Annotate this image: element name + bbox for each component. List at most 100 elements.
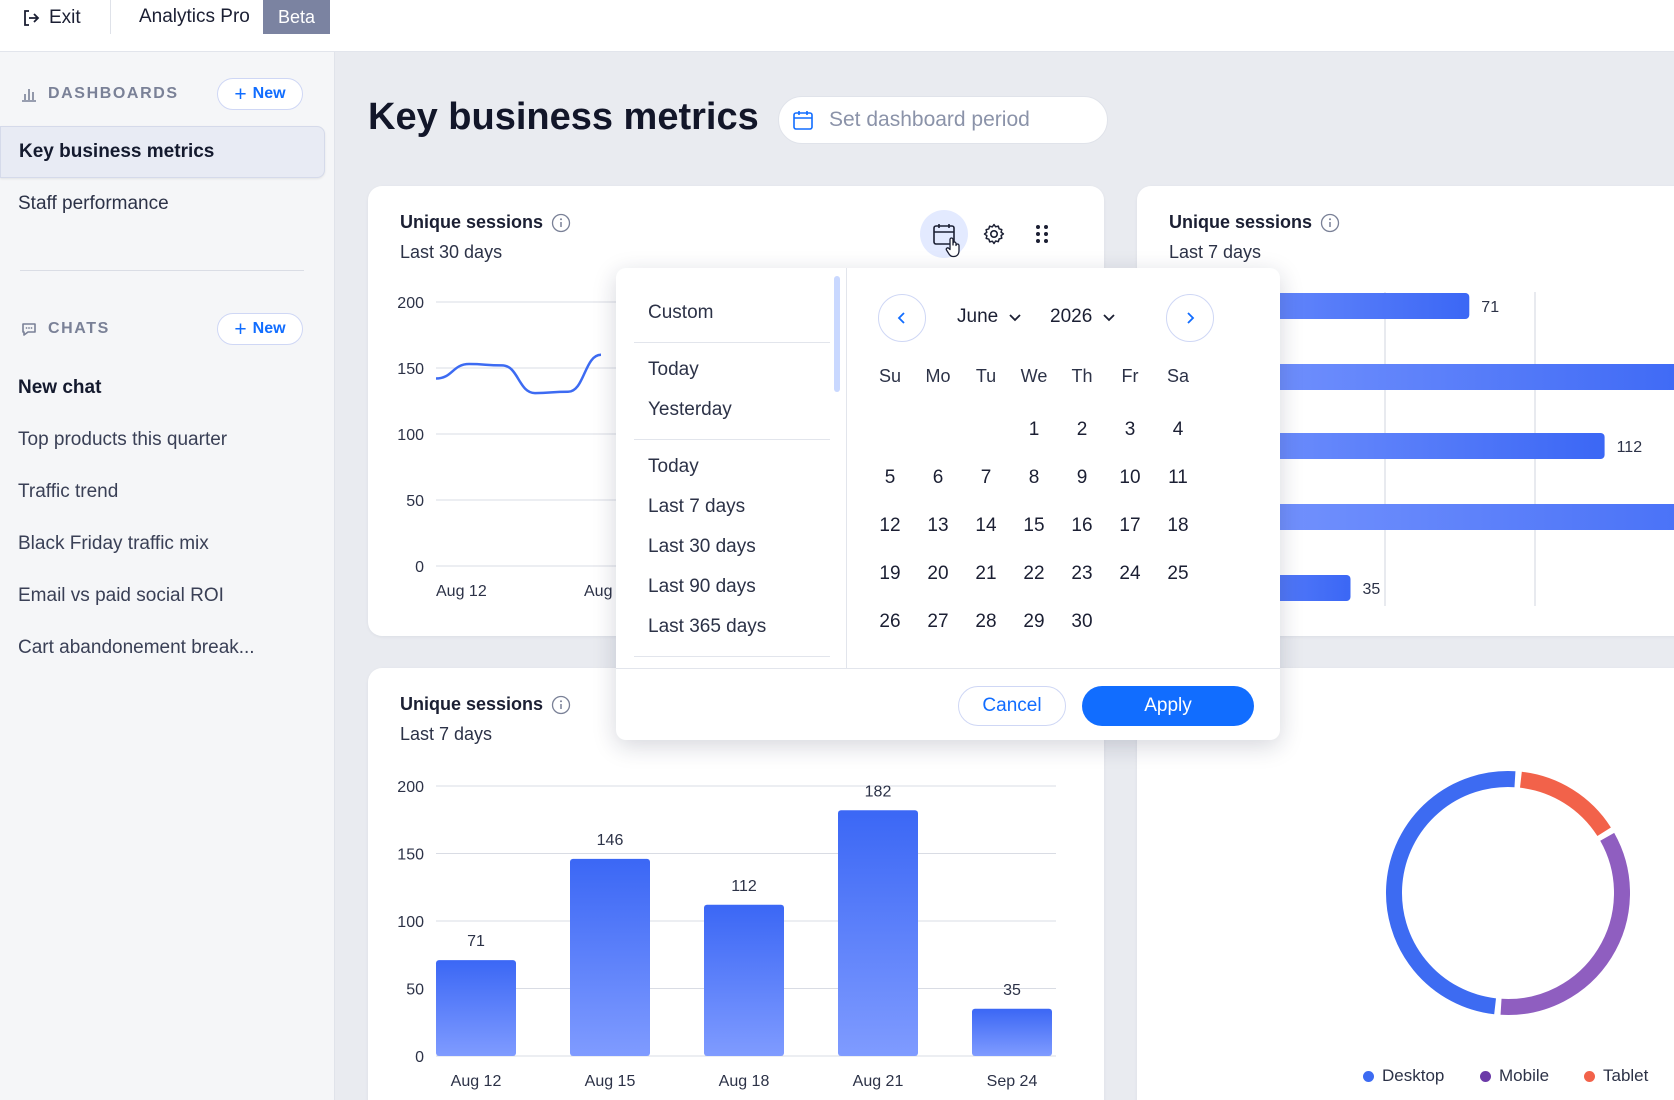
bar-value-label: 71	[467, 933, 485, 950]
calendar-day[interactable]: 14	[975, 515, 997, 536]
chat-item[interactable]: New chat	[18, 377, 102, 398]
y-tick-label: 200	[397, 779, 424, 796]
page-title: Key business metrics	[368, 96, 759, 138]
legend-item-desktop: Desktop	[1363, 1066, 1444, 1086]
calendar-day[interactable]: 2	[1076, 419, 1088, 440]
bar-value-label: 35	[1363, 581, 1381, 598]
chat-item[interactable]: Email vs paid social ROI	[18, 585, 224, 606]
calendar-day[interactable]: 21	[975, 563, 997, 584]
year-select[interactable]: 2026	[1050, 306, 1116, 328]
card-title-label: Unique sessions	[400, 694, 544, 714]
calendar-day[interactable]: 16	[1071, 515, 1093, 536]
card-title: Unique sessions	[400, 212, 571, 233]
y-tick-label: 0	[415, 559, 424, 576]
calendar-day[interactable]: 30	[1071, 611, 1093, 632]
calendar-day[interactable]: 3	[1124, 419, 1136, 440]
calendar-day[interactable]: 29	[1023, 611, 1045, 632]
calendar-day[interactable]: 9	[1076, 467, 1088, 488]
cancel-button[interactable]: Cancel	[958, 686, 1066, 726]
legend-item-mobile: Mobile	[1480, 1066, 1549, 1086]
hand-cursor-icon	[945, 237, 960, 258]
calendar-day[interactable]: 17	[1119, 515, 1141, 536]
calendar-day[interactable]: 26	[879, 611, 901, 632]
weekday-label: Sa	[1166, 366, 1190, 386]
preset-today[interactable]: Today	[648, 359, 699, 380]
preset-custom[interactable]: Custom	[648, 302, 714, 323]
line-series	[435, 353, 602, 395]
settings-button[interactable]	[970, 210, 1018, 258]
calendar-day[interactable]: 25	[1167, 563, 1189, 584]
calendar-day[interactable]: 23	[1071, 563, 1093, 584]
x-tick-label: Aug	[584, 583, 612, 600]
preset-divider	[634, 656, 830, 657]
calendar-day[interactable]: 1	[1028, 419, 1040, 440]
next-month-button[interactable]	[1166, 294, 1214, 342]
x-tick-label: Aug 12	[436, 583, 487, 600]
new-dashboard-label: New	[252, 85, 286, 102]
sidebar-item-key-business-metrics[interactable]: Key business metrics	[0, 126, 325, 178]
preset-last-30-days[interactable]: Last 30 days	[648, 536, 756, 557]
calendar-day[interactable]: 11	[1168, 467, 1188, 488]
preset-today[interactable]: Today	[648, 456, 699, 477]
chat-item[interactable]: Traffic trend	[18, 481, 119, 502]
calendar-day[interactable]: 10	[1119, 467, 1141, 488]
top-bar: Exit Analytics Pro Beta	[0, 0, 1674, 52]
calendar-day[interactable]: 4	[1172, 419, 1184, 440]
weekday-label: Th	[1071, 366, 1093, 386]
info-icon[interactable]	[1320, 213, 1340, 233]
bar-value-label: 71	[1481, 299, 1499, 316]
dashboards-heading-label: DASHBOARDS	[48, 85, 179, 102]
card-title-label: Unique sessions	[400, 212, 544, 232]
sidebar-item-staff-performance[interactable]: Staff performance	[18, 193, 169, 214]
chats-heading: CHATS	[20, 314, 110, 344]
apply-button[interactable]: Apply	[1082, 686, 1254, 726]
weekday-label: We	[1020, 366, 1048, 386]
info-icon[interactable]	[551, 213, 571, 233]
plus-icon: +	[234, 317, 247, 341]
x-tick-label: Aug 18	[719, 1073, 770, 1090]
legend-label: Mobile	[1499, 1066, 1550, 1085]
preset-last-90-days[interactable]: Last 90 days	[648, 576, 756, 597]
calendar-day[interactable]: 18	[1167, 515, 1189, 536]
month-select[interactable]: June	[957, 306, 1022, 328]
calendar-day[interactable]: 19	[879, 563, 901, 584]
legend-dot	[1584, 1070, 1595, 1082]
bar-chart-icon	[22, 89, 36, 102]
calendar-icon	[933, 224, 955, 245]
calendar-day[interactable]: 8	[1028, 467, 1040, 488]
y-tick-label: 150	[397, 847, 424, 864]
preset-last-7-days[interactable]: Last 7 days	[648, 496, 746, 517]
card-subtitle: Last 30 days	[400, 242, 503, 262]
calendar-day[interactable]: 20	[927, 563, 949, 584]
calendar-day[interactable]: 7	[980, 467, 992, 488]
dashboard-period-input[interactable]: Set dashboard period	[778, 96, 1108, 144]
donut-slice	[1500, 832, 1630, 1015]
calendar-day[interactable]: 28	[975, 611, 997, 632]
chat-item[interactable]: Cart abandonement break...	[18, 637, 255, 658]
new-chat-button[interactable]: + New	[217, 313, 303, 345]
legend-label: Desktop	[1382, 1066, 1445, 1085]
calendar-day[interactable]: 27	[927, 611, 949, 632]
bar-value-label: 146	[597, 832, 624, 849]
x-tick-label: Aug 15	[585, 1073, 636, 1090]
calendar-day[interactable]: 6	[932, 467, 944, 488]
more-options-button[interactable]	[1018, 210, 1066, 258]
calendar-day[interactable]: 12	[879, 515, 901, 536]
info-icon[interactable]	[551, 695, 571, 715]
new-dashboard-button[interactable]: + New	[217, 78, 303, 110]
chat-item[interactable]: Black Friday traffic mix	[18, 533, 209, 554]
calendar-day[interactable]: 13	[927, 515, 949, 536]
preset-yesterday[interactable]: Yesterday	[648, 399, 732, 420]
calendar-day[interactable]: 15	[1023, 515, 1045, 536]
presets-scrollbar[interactable]	[834, 276, 840, 392]
calendar-day[interactable]: 22	[1023, 563, 1045, 584]
chat-item[interactable]: Top products this quarter	[18, 429, 228, 450]
calendar-button[interactable]	[920, 210, 968, 258]
prev-month-button[interactable]	[878, 294, 926, 342]
calendar-day[interactable]: 5	[884, 467, 896, 488]
calendar-day[interactable]: 24	[1119, 563, 1141, 584]
dashboard-period-placeholder: Set dashboard period	[829, 108, 1030, 131]
exit-button[interactable]: Exit	[22, 6, 81, 30]
preset-last-365-days[interactable]: Last 365 days	[648, 616, 767, 637]
date-picker-popover: Custom Today Yesterday Today Last 7 days…	[616, 268, 1280, 740]
